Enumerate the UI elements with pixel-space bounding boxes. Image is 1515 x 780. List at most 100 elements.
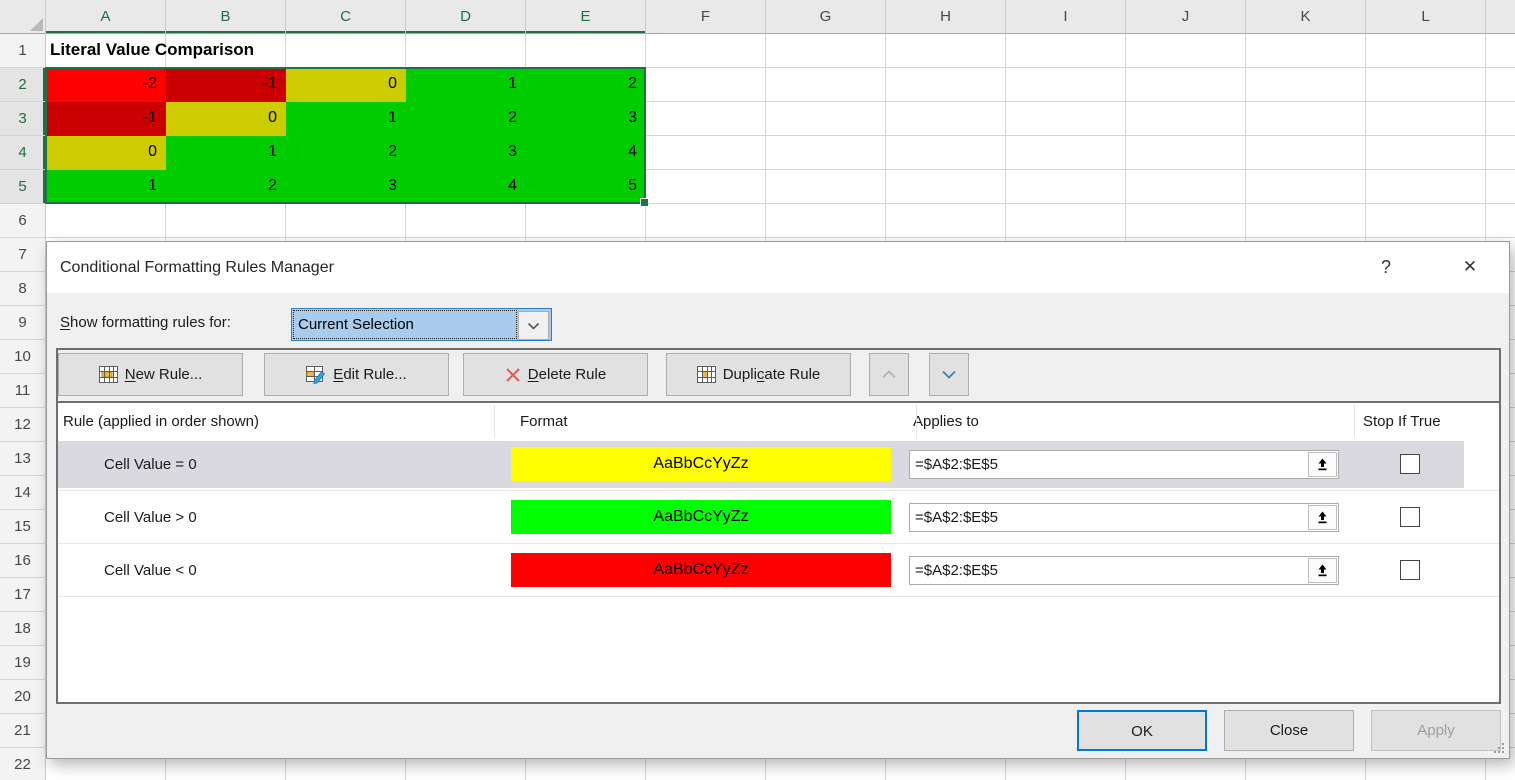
row-header-4[interactable]: 4 [0, 136, 46, 170]
cell-H5[interactable] [886, 170, 1006, 204]
row-header-3[interactable]: 3 [0, 102, 46, 136]
column-header-J[interactable]: J [1126, 0, 1246, 34]
cell-A3[interactable]: -1 [46, 102, 166, 136]
column-header-D[interactable]: D [406, 0, 526, 34]
column-header-L[interactable]: L [1366, 0, 1486, 34]
cell-K1[interactable] [1246, 34, 1366, 68]
row-header-17[interactable]: 17 [0, 578, 46, 612]
rule-row[interactable]: Cell Value > 0 AaBbCcYyZz [58, 494, 1464, 541]
cell-A2[interactable]: -2 [46, 68, 166, 102]
edit-rule-button[interactable]: Edit Rule... [264, 353, 449, 396]
cell-L2[interactable] [1366, 68, 1486, 102]
ok-button[interactable]: OK [1077, 710, 1207, 751]
row-header-13[interactable]: 13 [0, 442, 46, 476]
cell-F3[interactable] [646, 102, 766, 136]
cell-K2[interactable] [1246, 68, 1366, 102]
cell-overflow2[interactable] [1486, 68, 1515, 102]
cell-D5[interactable]: 4 [406, 170, 526, 204]
column-header-B[interactable]: B [166, 0, 286, 34]
cell-L3[interactable] [1366, 102, 1486, 136]
stop-if-true-checkbox[interactable] [1400, 507, 1420, 527]
close-icon[interactable]: ✕ [1462, 257, 1478, 276]
cell-L1[interactable] [1366, 34, 1486, 68]
row-header-20[interactable]: 20 [0, 680, 46, 714]
cell-J6[interactable] [1126, 204, 1246, 238]
duplicate-rule-button[interactable]: Duplicate Rule [666, 353, 851, 396]
cell-K6[interactable] [1246, 204, 1366, 238]
cell-H4[interactable] [886, 136, 1006, 170]
row-header-19[interactable]: 19 [0, 646, 46, 680]
cell-E4[interactable]: 4 [526, 136, 646, 170]
cell-L4[interactable] [1366, 136, 1486, 170]
row-header-21[interactable]: 21 [0, 714, 46, 748]
applies-to-input[interactable] [910, 509, 1308, 526]
cell-A4[interactable]: 0 [46, 136, 166, 170]
column-header-F[interactable]: F [646, 0, 766, 34]
help-icon[interactable]: ? [1380, 257, 1391, 277]
stop-if-true-checkbox[interactable] [1400, 454, 1420, 474]
cell-C4[interactable]: 2 [286, 136, 406, 170]
cell-G4[interactable] [766, 136, 886, 170]
column-header-K[interactable]: K [1246, 0, 1366, 34]
rule-row[interactable]: Cell Value < 0 AaBbCcYyZz [58, 547, 1464, 594]
row-header-16[interactable]: 16 [0, 544, 46, 578]
column-header-I[interactable]: I [1006, 0, 1126, 34]
cell-I4[interactable] [1006, 136, 1126, 170]
cell-overflow1[interactable] [1486, 34, 1515, 68]
applies-to-input[interactable] [910, 456, 1308, 473]
row-header-15[interactable]: 15 [0, 510, 46, 544]
delete-rule-button[interactable]: Delete Rule [463, 353, 648, 396]
cell-F4[interactable] [646, 136, 766, 170]
row-header-7[interactable]: 7 [0, 238, 46, 272]
cell-E3[interactable]: 3 [526, 102, 646, 136]
cell-I1[interactable] [1006, 34, 1126, 68]
cell-K3[interactable] [1246, 102, 1366, 136]
cell-overflow5[interactable] [1486, 170, 1515, 204]
cell-J3[interactable] [1126, 102, 1246, 136]
select-all-corner[interactable] [0, 0, 46, 34]
cell-G2[interactable] [766, 68, 886, 102]
cell-C2[interactable]: 0 [286, 68, 406, 102]
apply-button[interactable]: Apply [1371, 710, 1501, 751]
dialog-title-bar[interactable]: Conditional Formatting Rules Manager ? ✕ [47, 242, 1509, 293]
row-header-12[interactable]: 12 [0, 408, 46, 442]
cell-F2[interactable] [646, 68, 766, 102]
cell-E2[interactable]: 2 [526, 68, 646, 102]
cell-B6[interactable] [166, 204, 286, 238]
cell-K4[interactable] [1246, 136, 1366, 170]
row-header-18[interactable]: 18 [0, 612, 46, 646]
cell-D6[interactable] [406, 204, 526, 238]
rule-row[interactable]: Cell Value = 0 AaBbCcYyZz [58, 441, 1464, 488]
row-header-9[interactable]: 9 [0, 306, 46, 340]
cell-G3[interactable] [766, 102, 886, 136]
dropdown-button[interactable] [518, 311, 549, 340]
cell-A1[interactable]: Literal Value Comparison [46, 34, 254, 68]
cell-J1[interactable] [1126, 34, 1246, 68]
cell-C1[interactable] [286, 34, 406, 68]
cell-B4[interactable]: 1 [166, 136, 286, 170]
cell-B2[interactable]: -1 [166, 68, 286, 102]
cell-D4[interactable]: 3 [406, 136, 526, 170]
cell-H2[interactable] [886, 68, 1006, 102]
cell-J4[interactable] [1126, 136, 1246, 170]
cell-D1[interactable] [406, 34, 526, 68]
row-header-10[interactable]: 10 [0, 340, 46, 374]
cell-D3[interactable]: 2 [406, 102, 526, 136]
cell-B3[interactable]: 0 [166, 102, 286, 136]
cell-G5[interactable] [766, 170, 886, 204]
cell-H1[interactable] [886, 34, 1006, 68]
move-up-button[interactable] [869, 353, 909, 396]
cell-A6[interactable] [46, 204, 166, 238]
cell-B5[interactable]: 2 [166, 170, 286, 204]
cell-G1[interactable] [766, 34, 886, 68]
cell-J2[interactable] [1126, 68, 1246, 102]
new-rule-button[interactable]: New Rule... [58, 353, 243, 396]
cell-L6[interactable] [1366, 204, 1486, 238]
cell-I6[interactable] [1006, 204, 1126, 238]
resize-grip[interactable] [1502, 751, 1504, 753]
row-header-6[interactable]: 6 [0, 204, 46, 238]
row-header-8[interactable]: 8 [0, 272, 46, 306]
move-down-button[interactable] [929, 353, 969, 396]
cell-I5[interactable] [1006, 170, 1126, 204]
cell-I3[interactable] [1006, 102, 1126, 136]
